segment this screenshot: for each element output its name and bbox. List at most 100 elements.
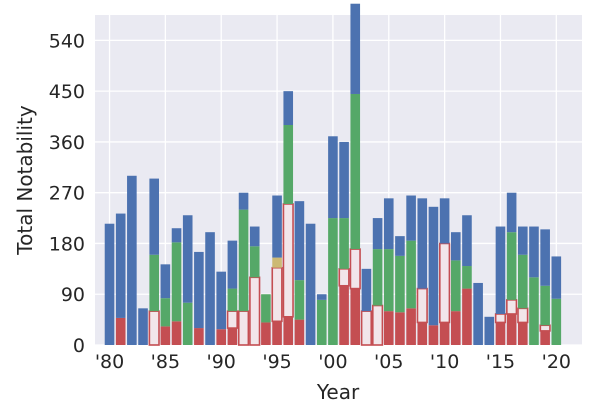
bar-segment <box>406 240 416 309</box>
bar-segment <box>138 308 148 345</box>
bar-segment <box>517 254 528 309</box>
x-tick-label: '05 <box>374 351 403 373</box>
bar-segment <box>350 288 361 345</box>
bar-segment <box>506 232 517 300</box>
bar-segment <box>395 255 405 313</box>
bar-segment <box>149 254 160 312</box>
bar-segment <box>484 316 495 345</box>
bar-segment <box>261 294 271 323</box>
bar-segment <box>271 266 283 323</box>
bar-segment <box>226 310 238 329</box>
bar-segment <box>205 232 215 345</box>
bar-segment <box>462 288 472 345</box>
bar-segment <box>282 203 294 318</box>
bar-segment <box>216 329 227 345</box>
bar-segment <box>148 310 160 346</box>
y-tick-label: 90 <box>61 284 85 306</box>
bar-segment <box>115 213 126 318</box>
bar-segment <box>540 330 550 345</box>
bar-segment <box>104 223 115 345</box>
x-axis-label: Year <box>316 380 360 404</box>
bar-segment <box>517 322 528 345</box>
x-tick-label: '20 <box>542 351 571 373</box>
bar-segment <box>383 311 394 345</box>
bar-segment <box>428 206 439 326</box>
bar-segment <box>227 328 238 345</box>
bar-segment <box>127 175 137 345</box>
bar-segment <box>182 302 193 345</box>
bar-segment <box>350 93 361 250</box>
bar-segment <box>551 298 562 345</box>
bar-segment <box>171 242 182 322</box>
bar-segment <box>227 240 238 289</box>
bar-segment <box>495 226 506 314</box>
bar-segment <box>261 322 271 345</box>
y-tick-label: 450 <box>49 81 85 103</box>
bar-segment <box>283 125 294 204</box>
bar-segment <box>383 249 394 312</box>
x-tick-label: '85 <box>151 351 180 373</box>
bar-segment <box>450 260 461 312</box>
bar-segment <box>316 299 327 345</box>
bar-segment <box>237 310 250 346</box>
bar-segment <box>395 312 405 345</box>
bar-segment <box>227 288 238 312</box>
bar-segment <box>406 195 416 241</box>
bars <box>104 3 562 346</box>
bar-segment <box>339 141 349 219</box>
bar-segment <box>283 316 294 345</box>
bar-segment <box>294 201 305 281</box>
bar-segment <box>339 285 349 345</box>
bar-segment <box>171 228 182 243</box>
bar-segment <box>305 223 316 345</box>
bar-segment <box>238 192 249 210</box>
x-tick-label: '15 <box>486 351 515 373</box>
bar-segment <box>450 232 461 261</box>
bar-segment <box>361 268 372 312</box>
bar-segment <box>182 215 193 303</box>
bar-segment <box>540 285 550 326</box>
bar-segment <box>160 326 171 345</box>
bar-segment <box>372 249 383 306</box>
bar-segment <box>416 287 428 324</box>
bar-segment <box>160 264 171 299</box>
bar-segment <box>194 328 204 345</box>
bar-segment <box>494 313 507 324</box>
bar-segment <box>328 136 338 219</box>
bar-segment <box>406 308 416 345</box>
bar-segment <box>417 198 428 289</box>
bar-segment <box>450 311 461 345</box>
bar-segment <box>506 299 518 315</box>
x-tick-label: '10 <box>430 351 459 373</box>
bar-segment <box>160 298 171 327</box>
bar-segment <box>249 276 261 346</box>
y-tick-label: 180 <box>49 233 85 255</box>
bar-segment <box>350 3 361 94</box>
bar-segment <box>360 310 373 346</box>
bar-segment <box>539 324 551 332</box>
bar-segment <box>171 321 182 345</box>
bar-segment <box>417 322 428 345</box>
y-tick-label: 270 <box>49 183 85 205</box>
bar-segment <box>349 248 361 290</box>
x-tick-label: '95 <box>262 351 291 373</box>
bar-segment <box>194 251 204 329</box>
bar-segment <box>517 226 528 255</box>
bar-segment <box>115 317 126 345</box>
bar-segment <box>395 236 405 256</box>
y-tick-label: 540 <box>49 30 85 52</box>
x-tick-label: '90 <box>207 351 236 373</box>
x-tick-labels: '80 '85 '90 '95 '00 '05 '10 '15 '20 <box>95 351 571 373</box>
bar-segment <box>495 322 506 345</box>
y-tick-labels: 0 90 180 270 360 450 540 <box>49 30 85 357</box>
bar-segment <box>272 321 282 345</box>
bar-segment <box>517 307 529 324</box>
bar-segment <box>339 218 349 269</box>
bar-segment <box>506 192 517 233</box>
y-tick-label: 360 <box>49 132 85 154</box>
x-tick-label: '80 <box>95 351 124 373</box>
x-tick-label: '00 <box>318 351 347 373</box>
bar-segment <box>473 282 483 345</box>
bar-segment <box>249 246 260 278</box>
bar-segment <box>283 91 294 125</box>
